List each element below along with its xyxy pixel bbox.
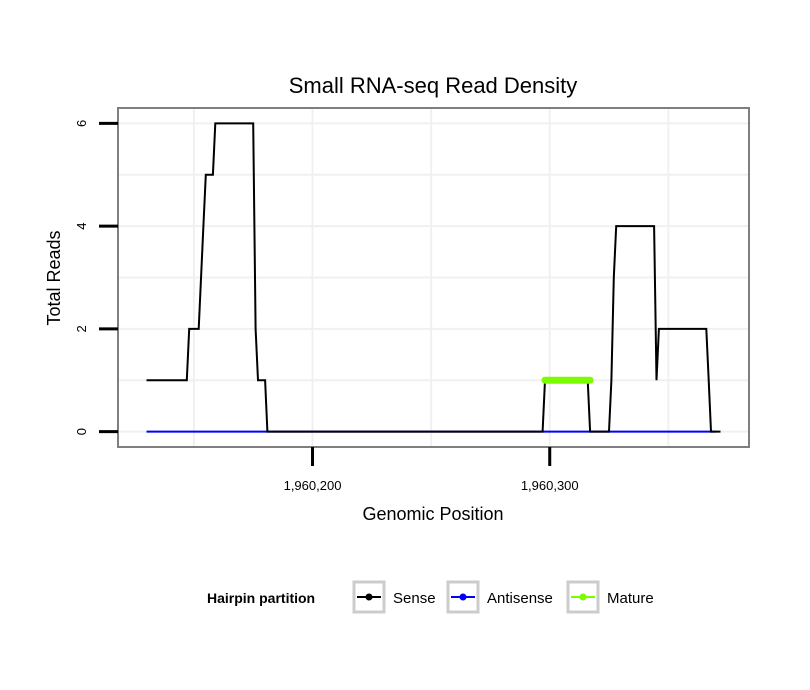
plot-panel-border — [117, 107, 750, 448]
series-line-sense — [146, 122, 721, 433]
y-axis: 0 2 4 6 — [74, 120, 118, 435]
series-layer — [146, 122, 721, 433]
legend-item-mature: Mature — [566, 580, 654, 614]
y-tick-label: 6 — [74, 120, 89, 127]
y-tick-label: 2 — [74, 325, 89, 332]
legend-key-point — [459, 593, 467, 601]
legend-item-sense: Sense — [352, 580, 436, 614]
grid-lines — [118, 108, 749, 447]
legend-title: Hairpin partition — [207, 590, 315, 606]
y-tick-label: 4 — [74, 222, 89, 229]
legend: Hairpin partition Sense Antisense Mature — [207, 580, 654, 614]
x-axis-title: Genomic Position — [362, 504, 503, 524]
legend-label: Sense — [393, 590, 436, 607]
x-tick-label: 1,960,200 — [284, 478, 342, 493]
y-tick-label: 0 — [74, 428, 89, 435]
chart-title: Small RNA-seq Read Density — [289, 73, 578, 98]
legend-key-point — [365, 593, 373, 601]
x-tick-label: 1,960,300 — [521, 478, 579, 493]
legend-key-point — [579, 593, 587, 601]
legend-label: Antisense — [487, 590, 553, 607]
x-axis: 1,960,200 1,960,300 — [284, 447, 579, 493]
y-axis-title: Total Reads — [44, 230, 64, 325]
legend-item-antisense: Antisense — [446, 580, 553, 614]
legend-label: Mature — [607, 590, 654, 607]
